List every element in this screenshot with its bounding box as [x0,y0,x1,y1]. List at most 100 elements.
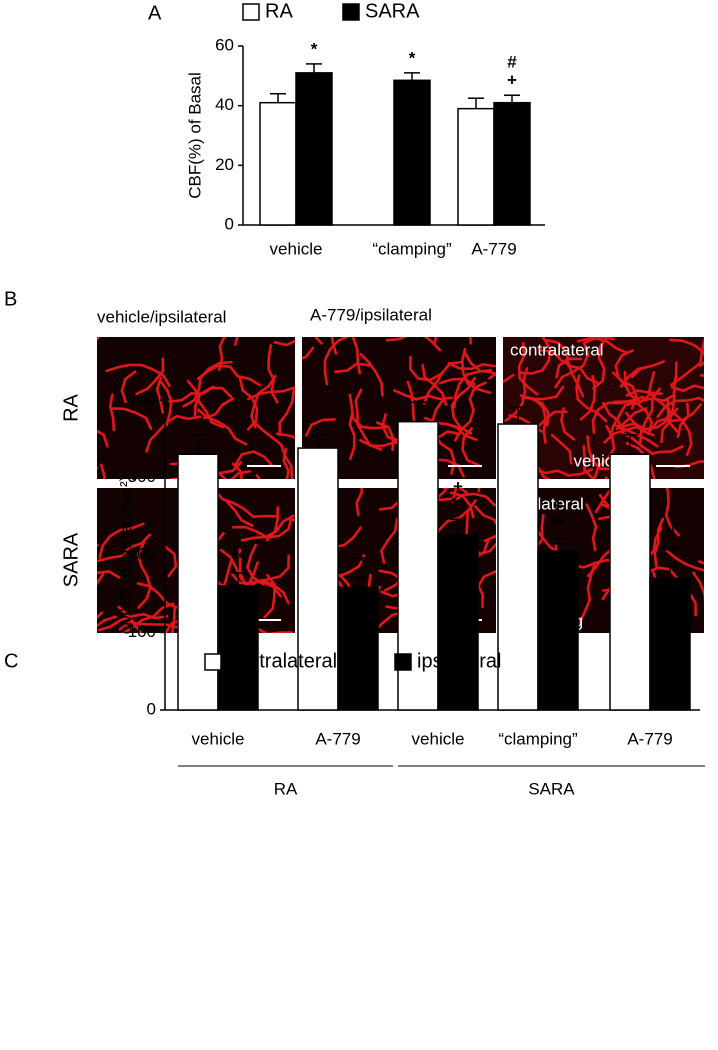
vessel [409,355,442,382]
y-axis-label: CBF(%) of Basal [185,72,204,199]
bar [497,423,539,711]
vessel [230,470,251,479]
vessel [449,491,475,519]
vessel [246,543,265,586]
vessel [282,447,290,479]
bar [457,107,495,226]
vessel [503,373,515,384]
panel-label: A [148,2,162,24]
group-label: RA [274,779,298,798]
vessel [443,422,478,441]
vessel [630,360,665,379]
vessel [171,607,176,633]
vessel [476,569,496,588]
legend-label: contralateral [227,650,337,672]
vessel [621,419,669,431]
vessel [275,432,295,439]
vessel [592,337,610,390]
vessel [533,467,593,477]
vessel [263,573,276,619]
vessel [108,393,116,432]
vessel [560,407,576,441]
vessel [302,346,315,360]
vessel [348,411,356,461]
vessel [97,570,121,579]
vessel [593,425,616,479]
vessel [676,402,690,438]
vessel [586,435,614,471]
vessel [97,611,104,620]
vessel [121,602,175,633]
vessel [215,470,228,479]
vessel [385,337,442,352]
vessel [120,370,137,404]
vessel [673,412,693,457]
vessel [234,450,274,468]
vessel [158,379,173,427]
vessel [99,463,106,479]
legend-label: ipsilateral [417,650,501,672]
bar [297,447,339,711]
vessel [422,360,464,405]
bar [649,577,691,711]
x-tick-label: vehicle [412,729,465,748]
y-tick-label: 400 [128,389,156,408]
significance-label: ** [663,541,677,560]
vessel [393,389,453,401]
legend-swatch [394,653,412,671]
bar [337,586,379,711]
vessel [193,386,233,419]
y-tick-label: 0 [147,699,156,718]
vessel [585,503,598,552]
vessel [612,400,653,436]
vessel [202,397,235,420]
vessel [483,534,496,543]
vessel [608,400,638,440]
legend-label: RA [265,0,293,22]
vessel [313,337,323,345]
x-tick-label: vehicle [270,239,323,258]
vessel [670,338,704,387]
vessel [196,364,262,387]
vessel [267,344,279,404]
vessel [249,580,282,598]
x-tick-label: “clamping” [372,239,452,258]
vessel [447,362,496,371]
vessel [535,410,568,430]
vessel [669,338,704,357]
vessel [461,427,480,467]
vessel [97,466,99,470]
vessel [438,377,476,386]
x-tick-label: A-779 [315,729,360,748]
vessel [118,621,191,631]
y-tick-label: 300 [128,467,156,486]
vessel [348,393,388,430]
vessel [117,605,143,633]
significance-label: + [553,496,563,515]
vessel [463,351,496,377]
vessel [137,541,152,609]
y-tick-label: 0 [225,214,234,233]
legend-swatch [242,3,260,21]
vessel [433,337,438,345]
vessel [225,500,254,527]
significance-label: ** [551,514,565,533]
vessel [660,403,702,444]
y-tick-label: 20 [215,155,234,174]
bar [295,72,333,226]
vessel [517,337,552,375]
column-title: A-779/ipsilateral [310,305,432,324]
vessel [664,488,680,537]
vessel [380,518,399,564]
bar [493,101,531,226]
vessel [355,488,363,517]
vessel [450,376,476,435]
vessel [97,615,118,628]
bar [537,550,579,711]
vessels [97,337,295,479]
vessel [97,337,100,342]
significance-label: ** [231,548,245,567]
bar [609,453,651,711]
